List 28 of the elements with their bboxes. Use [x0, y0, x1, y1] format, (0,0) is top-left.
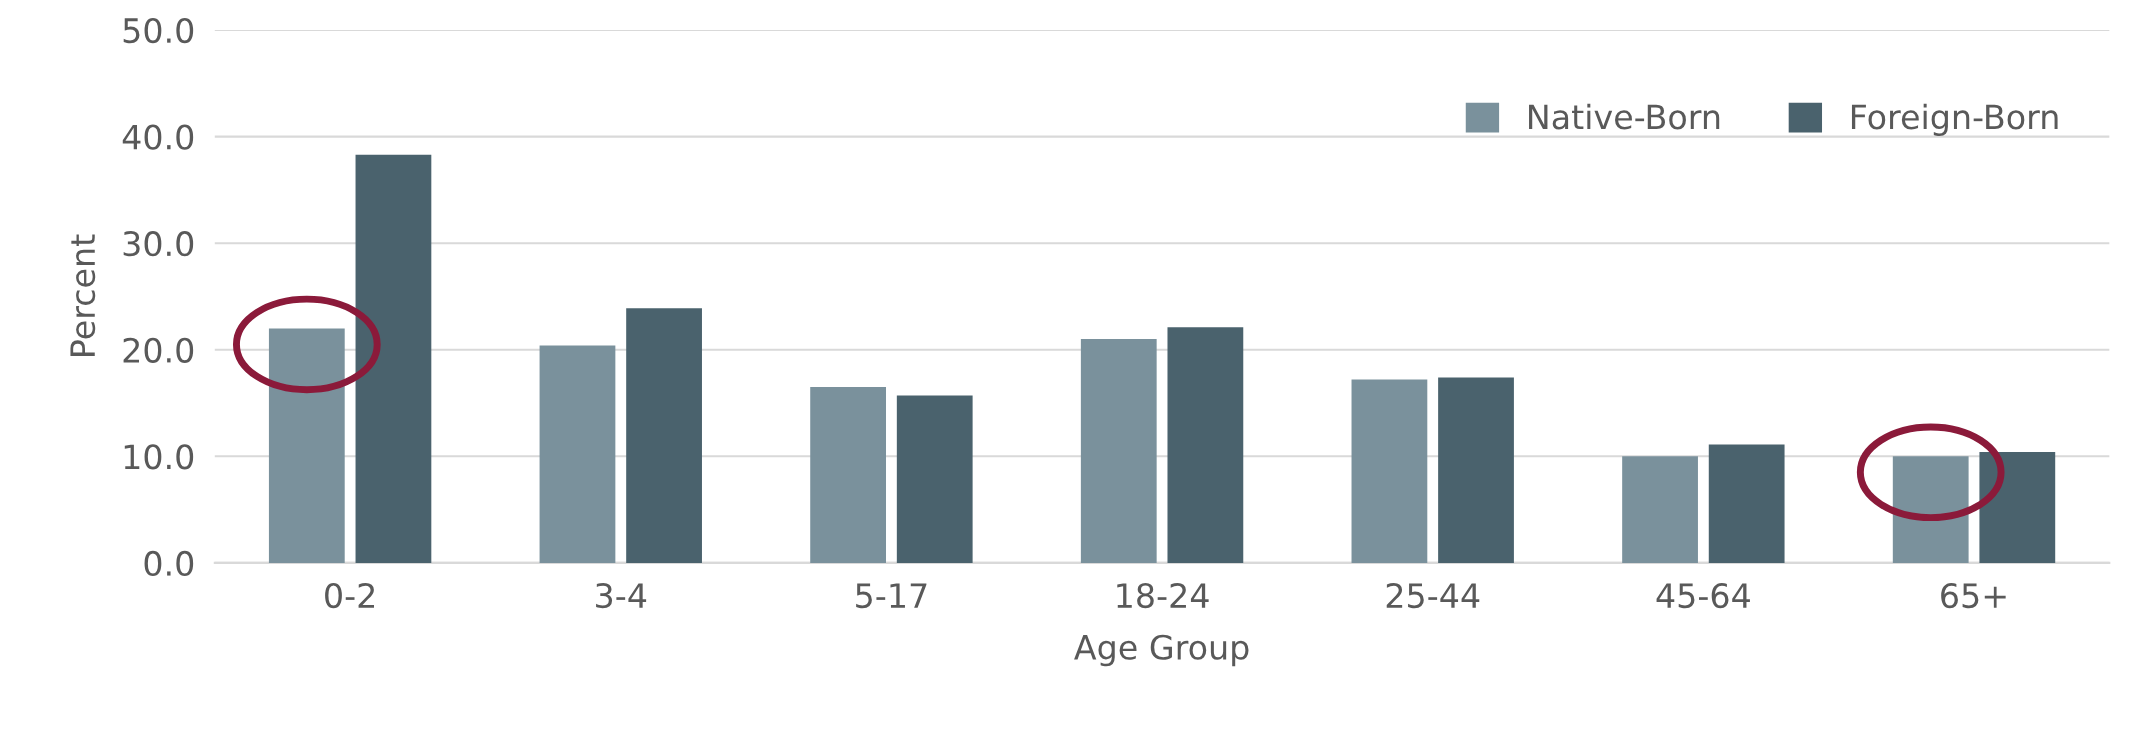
bar — [1708, 444, 1785, 563]
bar — [1167, 327, 1244, 563]
y-tick-label: 40.0 — [122, 124, 194, 150]
bar — [539, 345, 616, 563]
legend-label: Native-Born — [1529, 103, 1720, 130]
y-axis-title: Percent — [70, 234, 96, 356]
bar — [355, 154, 432, 563]
bar — [626, 308, 702, 563]
bar — [1080, 339, 1157, 563]
y-tick-label: 20.0 — [123, 337, 194, 363]
x-tick-label: 25-44 — [1386, 582, 1480, 609]
y-tick-label: 50.0 — [123, 17, 194, 44]
y-tick-label: 30.0 — [123, 231, 194, 257]
x-tick-label: 3-4 — [596, 582, 647, 609]
bar — [896, 395, 973, 563]
bar — [1438, 377, 1514, 563]
x-axis-title: Age Group — [1074, 634, 1249, 667]
x-tick-label: 18-24 — [1117, 582, 1209, 609]
legend-label: Foreign-Born — [1851, 103, 2058, 136]
x-tick-label: 0-2 — [325, 582, 375, 609]
bar — [810, 387, 887, 563]
x-tick-label: 45-64 — [1656, 582, 1750, 609]
bar — [1351, 379, 1428, 563]
y-tick-label: 0.0 — [144, 550, 194, 577]
y-tick-label: 10.0 — [124, 444, 194, 470]
x-tick-label: 5-17 — [856, 583, 927, 609]
bar — [1622, 456, 1698, 563]
x-tick-label: 65+ — [1941, 582, 2006, 609]
